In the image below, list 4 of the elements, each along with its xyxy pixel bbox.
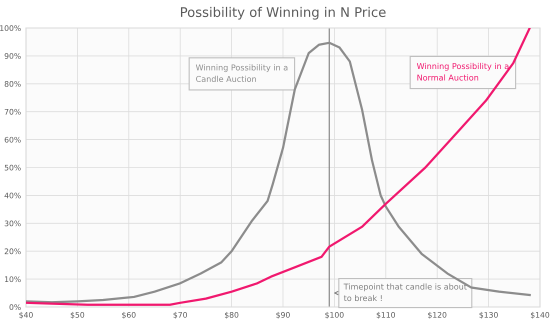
chart-title: Possibility of Winning in N Price	[180, 6, 386, 20]
series-label: Winning Possibility in a Normal Auction	[416, 62, 508, 81]
series-label: Winning Possibility in a Candle Auction	[196, 64, 288, 82]
ref-line-label: Timepoint that candle is about to break !	[344, 283, 467, 302]
